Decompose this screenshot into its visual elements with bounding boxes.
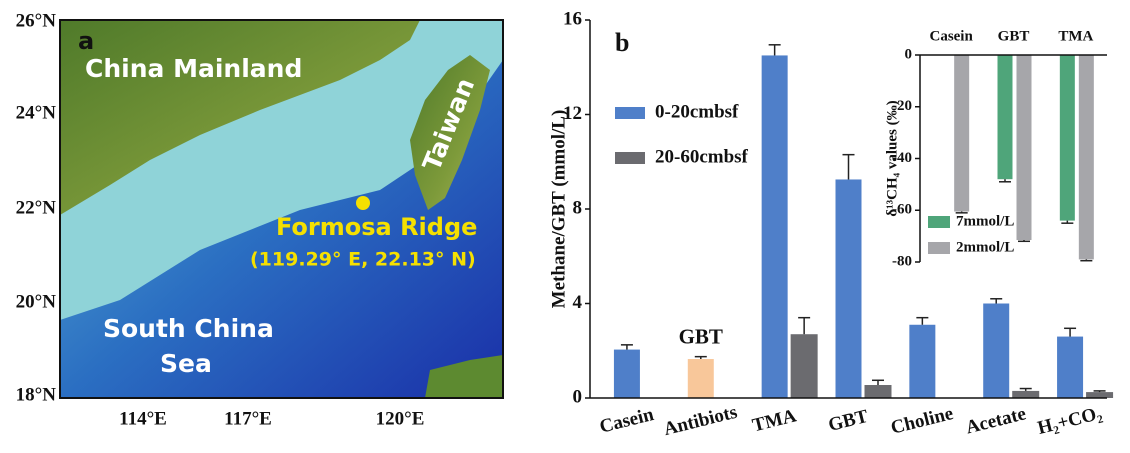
x-tick-label: GBT — [998, 28, 1030, 44]
legend-label: 7mmol/L — [956, 213, 1014, 229]
bar — [954, 55, 969, 212]
y-tick-label: 8 — [573, 197, 583, 218]
y-tick-label: 4 — [573, 292, 583, 313]
y-tick-label: 0 — [573, 386, 583, 407]
map-panel: a China Mainland Taiwan Formosa Ridge (1… — [16, 10, 503, 429]
legend-label: 2mmol/L — [956, 239, 1014, 255]
x-tick-label: H₂+CO₂ — [1035, 403, 1104, 439]
lat-label: 22°N — [16, 197, 57, 218]
y-axis-label: Methane/GBT (mmol/L) — [548, 110, 569, 309]
lat-label: 24°N — [16, 102, 57, 123]
bar — [614, 350, 640, 398]
legend-label: 0-20cmbsf — [655, 101, 739, 122]
bar — [762, 55, 788, 398]
panel-label: b — [615, 28, 629, 57]
panel-label: a — [78, 27, 94, 55]
x-tick-label: Antibiots — [662, 402, 740, 441]
bar — [791, 334, 818, 398]
bar — [1017, 55, 1032, 240]
figure: a China Mainland Taiwan Formosa Ridge (1… — [0, 0, 1130, 453]
site-label: Formosa Ridge — [276, 213, 477, 241]
bar — [1086, 392, 1113, 398]
page: a China Mainland Taiwan Formosa Ridge (1… — [0, 0, 1130, 453]
bar — [836, 179, 862, 398]
lon-label: 114°E — [119, 408, 167, 429]
y-tick-label: -80 — [892, 253, 912, 269]
bar — [1060, 55, 1075, 221]
y-tick-label: 0 — [905, 46, 913, 62]
site-marker — [356, 196, 370, 210]
bar — [865, 385, 892, 398]
bar — [1079, 55, 1094, 259]
x-tick-label: Casein — [597, 404, 656, 438]
lon-label: 117°E — [224, 408, 272, 429]
bar — [1012, 391, 1039, 398]
annotation: GBT — [679, 324, 723, 348]
y-axis-label: δ¹³CH₄ values (‰) — [884, 100, 900, 216]
legend-swatch — [615, 107, 645, 119]
bar — [1057, 337, 1083, 398]
sea-label: South China — [103, 314, 274, 343]
lat-label: 20°N — [16, 291, 57, 312]
bar — [983, 304, 1009, 399]
legend-swatch — [928, 242, 950, 254]
legend-label: 20-60cmbsf — [655, 146, 749, 167]
y-tick-label: 16 — [563, 8, 582, 29]
bar — [909, 325, 935, 398]
x-tick-label: TMA — [750, 405, 798, 436]
x-tick-label: TMA — [1058, 28, 1093, 44]
x-tick-label: GBT — [826, 406, 870, 436]
lat-label: 18°N — [16, 384, 57, 405]
lon-label: 120°E — [376, 408, 425, 429]
site-coords: (119.29° E, 22.13° N) — [250, 249, 476, 271]
bar — [998, 55, 1013, 179]
x-tick-label: Casein — [929, 28, 973, 44]
legend-swatch — [928, 216, 950, 228]
sea-label: Sea — [160, 349, 212, 378]
legend-swatch — [615, 152, 645, 164]
bar — [688, 359, 714, 398]
x-tick-label: Choline — [889, 403, 956, 439]
lat-label: 26°N — [16, 10, 57, 31]
x-tick-label: Acetate — [964, 403, 1028, 438]
region-label: China Mainland — [85, 54, 302, 83]
